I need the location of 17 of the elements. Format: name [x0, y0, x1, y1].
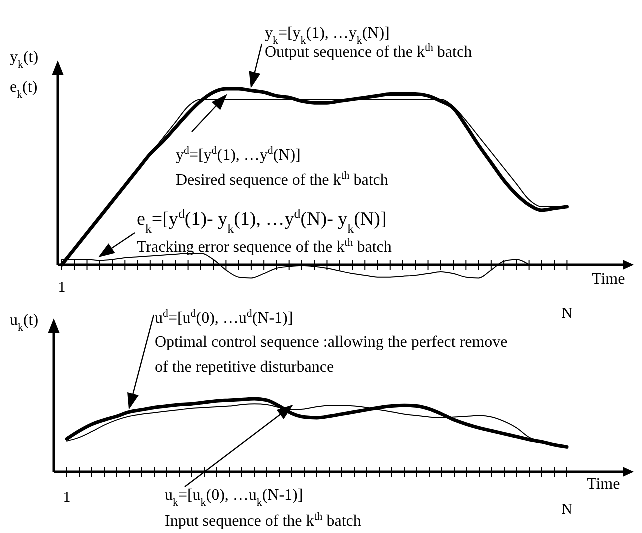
- text: e$_{k}$=[y$^{d}$(1)- y$_{k}$(1), …y$^{d}$(N)- y$_{k}$(N)]: [137, 206, 387, 236]
- legend-label: y$^{d}$=[y$^{d}$(1), …y$^{d}$(N)]: [176, 145, 301, 164]
- annotation: Tracking error sequence of the k$^{th}$ batch: [137, 237, 392, 256]
- text: u$^{d}$=[u$^{d}$(0), …u$^{d}$(N-1)]: [155, 308, 294, 327]
- x-tick-label: N: [562, 502, 573, 518]
- x-axis-title: Time: [592, 271, 626, 288]
- annotation: Desired sequence of the k$^{th}$ batch: [176, 170, 388, 189]
- text: Input sequence of the k$^{th}$ batch: [165, 511, 362, 530]
- y-axis-title: u$_{k}$(t): [10, 312, 39, 334]
- x-tick-label: 1: [63, 490, 71, 506]
- legend-label: u$_{k}$=[u$_{k}$(0), …u$_{k}$(N-1)]: [165, 487, 304, 509]
- text: Optimal control sequence :allowing the perfect remove of the repetitive disturbance: [155, 334, 508, 376]
- text: y$_{k}$=[y$_{k}$(1), …y$_{k}$(N)]: [265, 25, 390, 47]
- y-axis-title: y$_{k}$(t) e$_{k}$(t): [10, 49, 39, 101]
- x-axis-title: Time: [587, 476, 620, 493]
- x-tick-label: 1: [58, 280, 66, 296]
- x-tick-label: N: [562, 306, 573, 322]
